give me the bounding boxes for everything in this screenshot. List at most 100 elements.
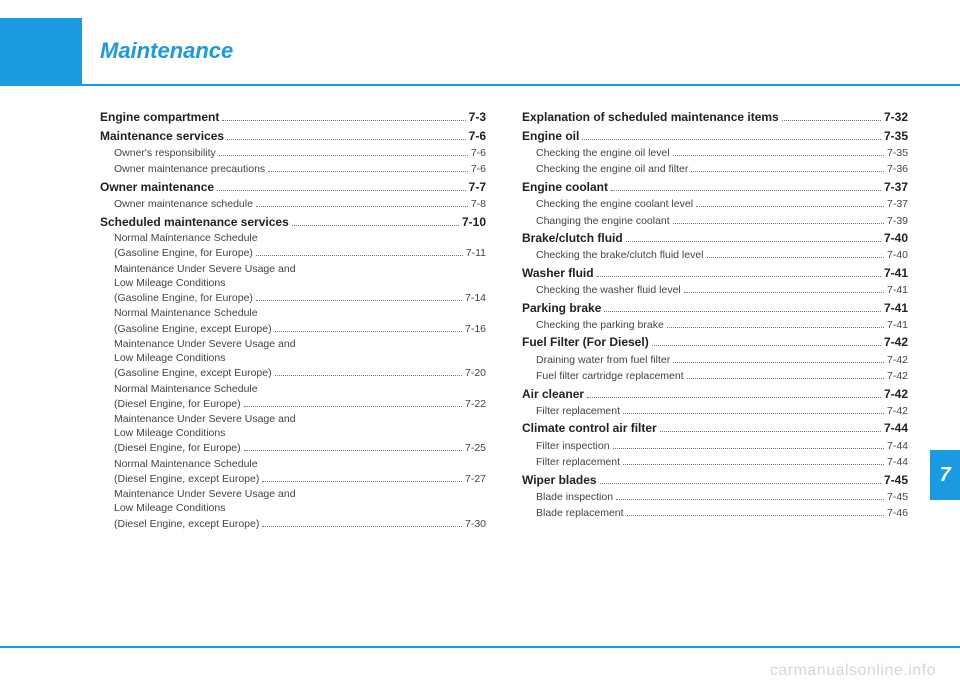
toc-label: Engine compartment — [100, 108, 219, 127]
toc-label: Scheduled maintenance services — [100, 213, 289, 232]
toc-entry: Washer fluid7-41 — [522, 264, 908, 283]
toc-label: (Diesel Engine, except Europe) — [114, 471, 259, 487]
toc-label: (Diesel Engine, for Europe) — [114, 440, 241, 456]
toc-entry: Filter replacement 7-44 — [522, 454, 908, 470]
toc-entry: Scheduled maintenance services7-10 — [100, 213, 486, 232]
toc-entry: Checking the engine oil level7-35 — [522, 145, 908, 161]
toc-page-number: 7-46 — [887, 505, 908, 521]
toc-column-right: Explanation of scheduled maintenance ite… — [522, 108, 908, 532]
toc-entry: Checking the washer fluid level7-41 — [522, 282, 908, 298]
toc-leader-dots — [604, 311, 881, 312]
toc-leader-dots — [262, 481, 462, 482]
toc-leader-dots — [256, 300, 462, 301]
toc-entry: Checking the engine oil and filter 7-36 — [522, 161, 908, 177]
toc-label-line: Normal Maintenance Schedule — [114, 306, 486, 321]
toc-page-number: 7-14 — [465, 290, 486, 306]
toc-page-number: 7-39 — [887, 213, 908, 229]
toc-label: Fuel Filter (For Diesel) — [522, 333, 649, 352]
toc-label: Explanation of scheduled maintenance ite… — [522, 108, 779, 127]
toc-page-number: 7-35 — [884, 127, 908, 146]
toc-page-number: 7-6 — [471, 161, 486, 177]
toc-label: Maintenance services — [100, 127, 224, 146]
toc-entry: Maintenance Under Severe Usage andLow Mi… — [100, 337, 486, 382]
toc-label: Filter replacement — [536, 454, 620, 470]
toc-leader-dots — [627, 515, 884, 516]
toc-label: Fuel filter cartridge replacement — [536, 368, 684, 384]
toc-label: Checking the washer fluid level — [536, 282, 681, 298]
toc-page-number: 7-16 — [465, 321, 486, 337]
corner-accent — [0, 18, 82, 84]
toc-page-number: 7-30 — [465, 516, 486, 532]
toc-label: (Gasoline Engine, for Europe) — [114, 290, 253, 306]
toc-page-number: 7-6 — [469, 127, 486, 146]
toc-leader-dots — [673, 362, 884, 363]
toc-leader-dots — [600, 483, 881, 484]
toc-entry: Engine oil 7-35 — [522, 127, 908, 146]
toc-page-number: 7-37 — [887, 196, 908, 212]
toc-label: Draining water from fuel filter — [536, 352, 670, 368]
toc-label: Owner's responsibility — [114, 145, 216, 161]
toc-leader-dots — [696, 206, 884, 207]
toc-leader-dots — [616, 499, 884, 500]
toc-label-line: Low Mileage Conditions — [114, 426, 486, 441]
toc-leader-dots — [256, 206, 468, 207]
toc-label: (Diesel Engine, except Europe) — [114, 516, 259, 532]
toc-label: Checking the parking brake — [536, 317, 664, 333]
toc-page-number: 7-44 — [887, 454, 908, 470]
toc-label: (Gasoline Engine, for Europe) — [114, 245, 253, 261]
toc-leader-dots — [217, 190, 466, 191]
toc-leader-dots — [292, 225, 459, 226]
toc-leader-dots — [687, 378, 884, 379]
toc-page-number: 7-11 — [466, 245, 486, 261]
toc-label: (Diesel Engine, for Europe) — [114, 396, 241, 412]
toc-page-number: 7-42 — [884, 385, 908, 404]
toc-entry: Normal Maintenance Schedule(Diesel Engin… — [100, 457, 486, 487]
watermark: carmanualsonline.info — [770, 662, 936, 680]
toc-entry: Wiper blades7-45 — [522, 471, 908, 490]
toc-entry: Normal Maintenance Schedule(Gasoline Eng… — [100, 306, 486, 336]
toc-label-line: Maintenance Under Severe Usage and — [114, 412, 486, 427]
toc-entry: Changing the engine coolant7-39 — [522, 213, 908, 229]
toc-label: Checking the engine oil and filter — [536, 161, 688, 177]
toc-page-number: 7-35 — [887, 145, 908, 161]
toc-leader-dots — [613, 448, 884, 449]
toc-label-line: Normal Maintenance Schedule — [114, 231, 486, 246]
toc-page-number: 7-36 — [887, 161, 908, 177]
toc-label: Engine oil — [522, 127, 579, 146]
toc-leader-dots — [222, 120, 465, 121]
toc-label-line: Maintenance Under Severe Usage and — [114, 337, 486, 352]
toc-page-number: 7-42 — [887, 368, 908, 384]
toc-page-number: 7-44 — [887, 438, 908, 454]
toc-leader-dots — [623, 413, 884, 414]
toc-entry: Checking the parking brake7-41 — [522, 317, 908, 333]
toc-label-line: Low Mileage Conditions — [114, 501, 486, 516]
chapter-tab: 7 — [930, 450, 960, 500]
toc-leader-dots — [611, 190, 881, 191]
toc-page-number: 7-42 — [887, 403, 908, 419]
toc-entry: Fuel filter cartridge replacement 7-42 — [522, 368, 908, 384]
divider-bottom — [0, 646, 960, 648]
toc-label: Checking the brake/clutch fluid level — [536, 247, 704, 263]
toc-label: Owner maintenance — [100, 178, 214, 197]
toc-leader-dots — [275, 375, 462, 376]
toc-leader-dots — [244, 450, 462, 451]
toc-leader-dots — [684, 292, 884, 293]
toc-label: Blade inspection — [536, 489, 613, 505]
toc-label-line: Normal Maintenance Schedule — [114, 457, 486, 472]
toc-label: Climate control air filter — [522, 419, 657, 438]
toc-page-number: 7-40 — [887, 247, 908, 263]
toc-page-number: 7-3 — [469, 108, 486, 127]
toc-entry: Draining water from fuel filter7-42 — [522, 352, 908, 368]
toc-entry: Blade replacement 7-46 — [522, 505, 908, 521]
toc-label: Blade replacement — [536, 505, 624, 521]
toc-label: Filter inspection — [536, 438, 610, 454]
toc-page-number: 7-44 — [884, 419, 908, 438]
toc-leader-dots — [219, 155, 468, 156]
toc-leader-dots — [673, 223, 884, 224]
divider-top — [0, 84, 960, 86]
toc-page-number: 7-40 — [884, 229, 908, 248]
page-title: Maintenance — [100, 38, 233, 64]
toc-entry: Filter replacement7-42 — [522, 403, 908, 419]
toc-page-number: 7-45 — [884, 471, 908, 490]
toc-entry: Brake/clutch fluid7-40 — [522, 229, 908, 248]
